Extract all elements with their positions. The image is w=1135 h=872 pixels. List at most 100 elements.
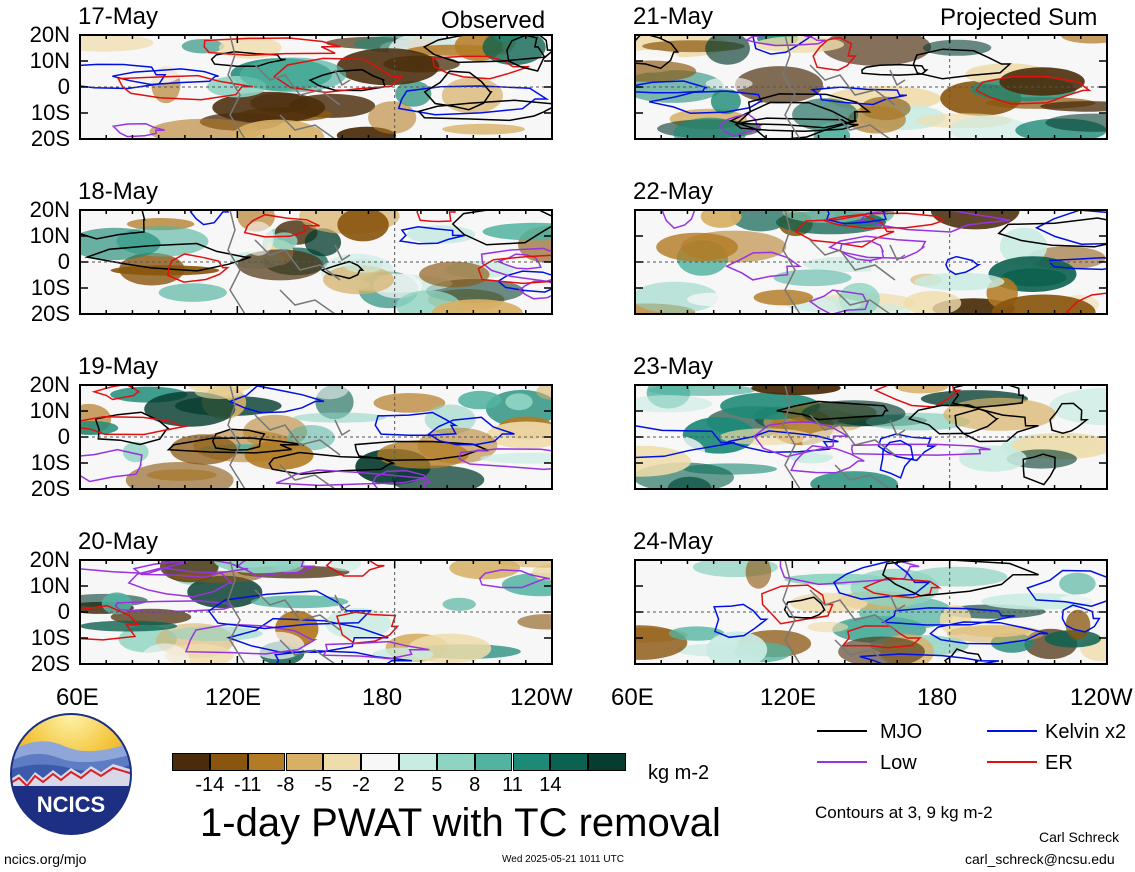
- colorbar-swatch-5: [361, 753, 399, 771]
- panel-date-6: 23-May: [633, 353, 714, 380]
- map-panel-2: [79, 384, 553, 490]
- pwat-anomaly-blob: [158, 283, 227, 302]
- footer-timestamp: Wed 2025-05-21 1011 UTC: [502, 854, 624, 865]
- lon-tick-120e-left: 120E: [205, 684, 262, 711]
- lat-tick-10n: 10N: [29, 223, 70, 248]
- lat-tick-0: 0: [57, 424, 70, 449]
- pwat-anomaly-blob: [782, 210, 872, 223]
- wave-contour: [881, 560, 1039, 597]
- pwat-anomaly-blob: [377, 440, 469, 469]
- pwat-anomaly-blob: [419, 261, 490, 288]
- pwat-anomaly-blob: [486, 421, 552, 449]
- pwat-anomaly-blob: [946, 624, 1045, 643]
- wave-contour: [203, 37, 341, 57]
- wave-contour: [236, 560, 316, 578]
- lat-tick-20s: 20S: [30, 651, 70, 676]
- colorbar-tick-label: -8: [276, 774, 295, 796]
- map-panel-1: [79, 209, 553, 315]
- wave-contour: [724, 251, 802, 281]
- colorbar: [172, 753, 626, 771]
- wave-contour: [322, 640, 430, 660]
- colorbar-tick-label: 8: [469, 774, 481, 796]
- pwat-anomaly-blob: [1045, 113, 1107, 132]
- wave-contour: [189, 210, 230, 226]
- wave-contour: [480, 247, 552, 282]
- wave-contour: [427, 416, 515, 446]
- pwat-anomaly-blob: [304, 228, 342, 257]
- wave-contour: [112, 68, 219, 86]
- colorbar-tick-label: -11: [233, 774, 262, 796]
- map-panel-5: [634, 209, 1108, 315]
- wave-contour: [635, 35, 680, 70]
- pwat-anomaly-blob: [894, 385, 949, 394]
- colorbar-swatch-3: [285, 753, 324, 771]
- lat-tick-0: 0: [57, 249, 70, 274]
- wave-contour: [881, 607, 1016, 626]
- pwat-anomaly-blob: [80, 421, 119, 435]
- pwat-anomaly-blob: [239, 57, 347, 93]
- pwat-anomaly-blob: [337, 210, 389, 242]
- wave-contour: [320, 260, 365, 280]
- wave-contour: [929, 621, 1049, 645]
- wave-contour: [1026, 569, 1107, 607]
- pwat-anomaly-blob: [706, 631, 768, 664]
- wave-contour: [859, 653, 1000, 664]
- wave-contour: [793, 214, 895, 248]
- pwat-anomaly-blob: [705, 35, 750, 65]
- pwat-anomaly-blob: [959, 445, 1027, 472]
- wave-contour: [954, 408, 1039, 443]
- pwat-anomaly-blob: [1065, 609, 1091, 641]
- map-panel-3: [79, 559, 553, 665]
- lat-tick-0: 0: [57, 74, 70, 99]
- pwat-anomaly-blob: [368, 101, 417, 134]
- wave-contour: [809, 86, 907, 106]
- coastline: [782, 385, 906, 489]
- wave-contour: [974, 75, 1092, 105]
- pwat-anomaly-blob: [1040, 101, 1107, 112]
- colorbar-tick-label: -14: [195, 774, 225, 796]
- wave-contour: [518, 280, 552, 300]
- pwat-anomaly-blob: [139, 643, 191, 664]
- wave-contour: [496, 270, 552, 293]
- wave-contour: [649, 90, 763, 115]
- colorbar-swatch-11: [588, 753, 626, 771]
- colorbar-swatch-7: [436, 753, 475, 771]
- wave-contour: [478, 569, 551, 589]
- wave-contour: [951, 385, 1024, 409]
- pwat-anomaly-blob: [517, 614, 552, 630]
- pwat-anomaly-blob: [656, 232, 738, 262]
- pwat-anomaly-blob: [903, 290, 962, 314]
- pwat-anomaly-blob: [329, 560, 361, 572]
- wave-contour: [243, 213, 320, 238]
- pwat-anomaly-blob: [449, 560, 521, 580]
- footer-url[interactable]: ncics.org/mjo: [4, 851, 87, 867]
- footer-email[interactable]: carl_schreck@ncsu.edu: [965, 851, 1115, 867]
- projected-header: Projected Sum: [940, 4, 1098, 31]
- wave-contour: [273, 57, 404, 94]
- colorbar-unit: kg m-2: [648, 762, 710, 784]
- panel-date-5: 22-May: [633, 178, 714, 205]
- pwat-anomaly-blob: [838, 636, 925, 664]
- colorbar-swatch-1: [209, 753, 248, 771]
- wave-contour: [80, 604, 141, 641]
- wave-contour: [943, 648, 983, 664]
- wave-contour: [790, 445, 865, 474]
- contours-note: Contours at 3, 9 kg m-2: [815, 803, 993, 822]
- wave-contour: [661, 210, 696, 230]
- lat-tick-10n: 10N: [29, 48, 70, 73]
- pwat-anomaly-blob: [635, 395, 712, 413]
- lat-tick-0: 0: [57, 599, 70, 624]
- wave-contour: [761, 584, 834, 625]
- lat-tick-20n: 20N: [29, 372, 70, 397]
- pwat-anomaly-blob: [88, 60, 182, 87]
- wave-contour: [776, 400, 889, 421]
- wave-contour: [335, 611, 400, 644]
- wave-contour: [945, 255, 982, 276]
- wave-contour: [727, 430, 839, 454]
- colorbar-tick-label: 2: [393, 774, 405, 796]
- wave-contour: [132, 560, 249, 578]
- pwat-anomaly-blob: [668, 626, 725, 641]
- pwat-anomaly-blob: [373, 393, 446, 413]
- pwat-anomaly-blob: [166, 626, 263, 641]
- pwat-anomaly-blob: [1059, 572, 1096, 595]
